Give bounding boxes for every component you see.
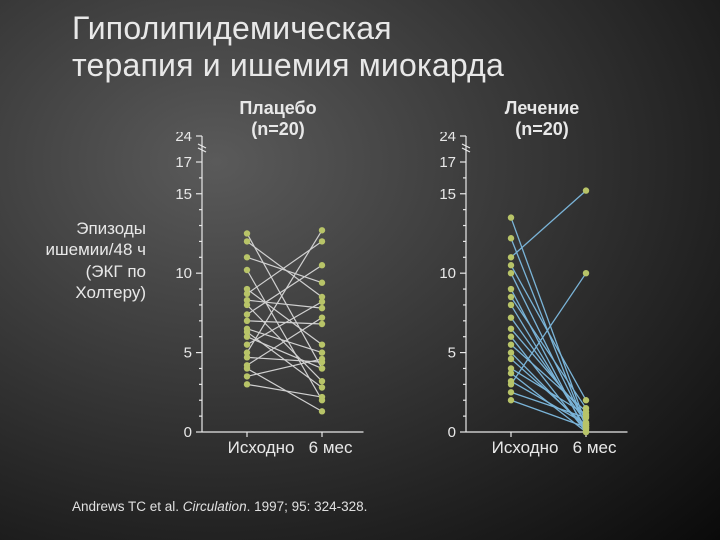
- svg-text:0: 0: [448, 424, 456, 438]
- svg-text:17: 17: [439, 154, 456, 171]
- svg-text:10: 10: [175, 265, 192, 282]
- placebo-panel: Плацебо(n=20)0510151724Исходно 6 мес: [168, 108, 388, 468]
- svg-text:24: 24: [175, 132, 192, 145]
- svg-text:15: 15: [439, 186, 456, 203]
- title-line-1: Гиполипидемическая: [72, 10, 392, 46]
- x-axis-label: Исходно 6 мес: [168, 438, 388, 458]
- title-line-2: терапия и ишемия миокарда: [72, 47, 504, 83]
- treatment-panel: Лечение(n=20)0510151724Исходно 6 мес: [432, 108, 652, 468]
- svg-text:24: 24: [439, 132, 456, 145]
- svg-text:5: 5: [448, 345, 456, 362]
- citation: Andrews TC et al. Circulation. 1997; 95:…: [72, 499, 367, 514]
- svg-text:17: 17: [175, 154, 192, 171]
- x-axis-label: Исходно 6 мес: [432, 438, 652, 458]
- placebo-plot: 0 5 10 15 17 24: [168, 132, 388, 438]
- slide-title: Гиполипидемическая терапия и ишемия миок…: [72, 10, 504, 84]
- charts-area: Эпизоды ишемии/48 ч (ЭКГ по Холтеру) Пла…: [0, 108, 720, 468]
- svg-text:15: 15: [175, 186, 192, 203]
- svg-text:10: 10: [439, 265, 456, 282]
- treatment-plot: 0 5 10 15 17 24: [432, 132, 652, 438]
- svg-text:5: 5: [184, 345, 192, 362]
- svg-text:0: 0: [184, 424, 192, 438]
- y-axis-label: Эпизоды ишемии/48 ч (ЭКГ по Холтеру): [8, 218, 146, 303]
